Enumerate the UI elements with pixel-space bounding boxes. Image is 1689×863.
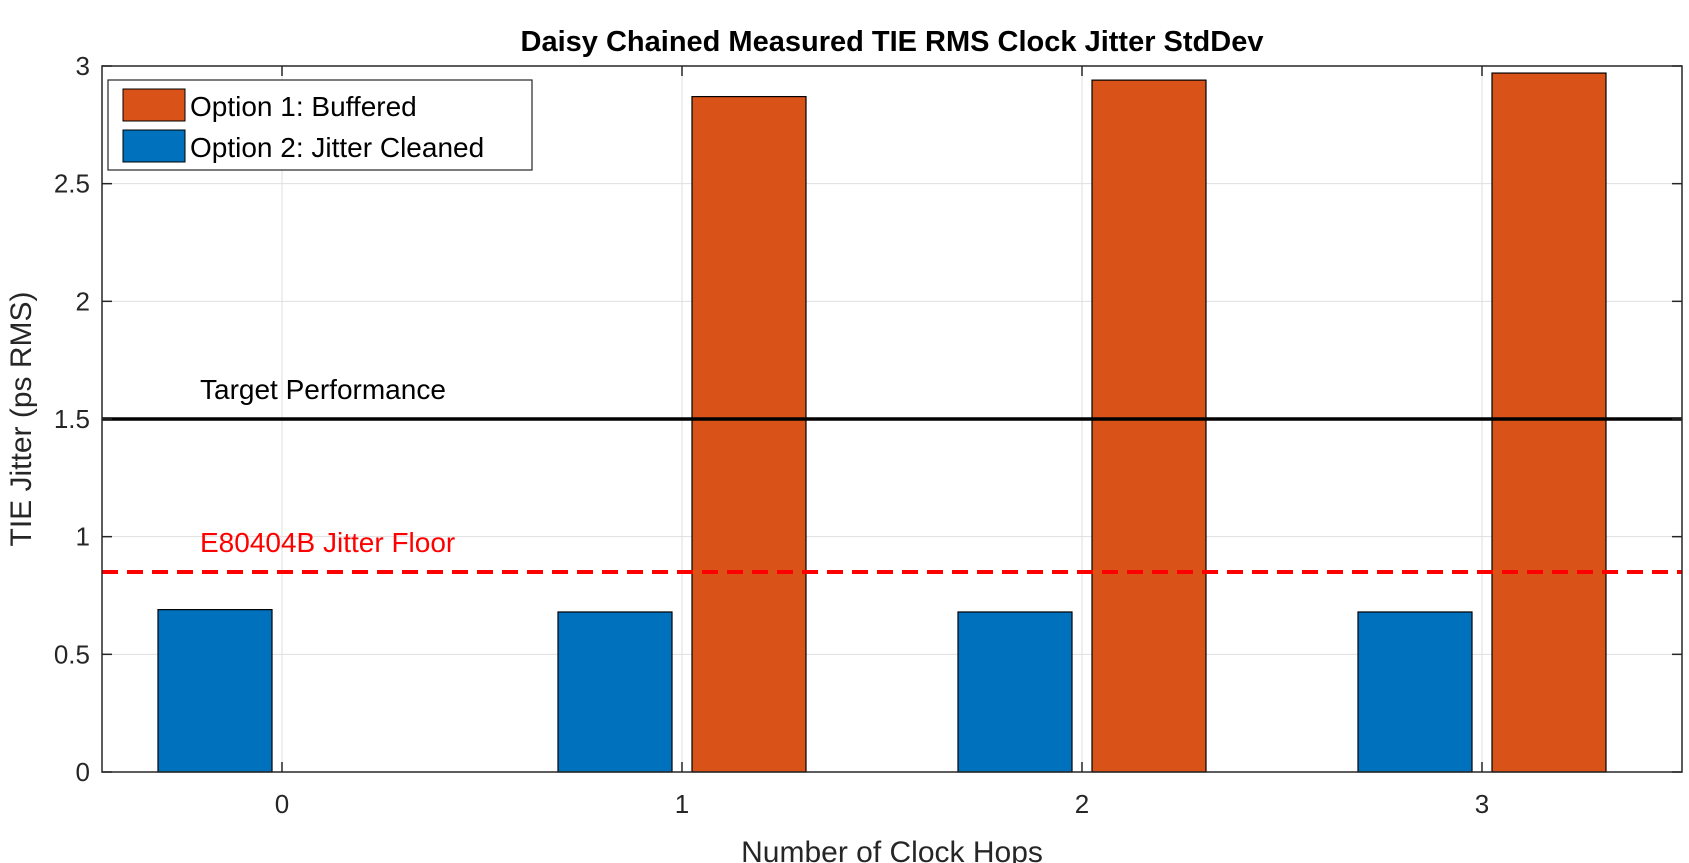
reference-line-label: Target Performance bbox=[200, 374, 446, 405]
legend-label: Option 2: Jitter Cleaned bbox=[190, 132, 484, 163]
x-axis-title: Number of Clock Hops bbox=[741, 836, 1043, 863]
bar bbox=[557, 611, 673, 773]
legend-swatch bbox=[122, 129, 186, 163]
legend-label: Option 1: Buffered bbox=[190, 91, 417, 122]
x-tick-label: 3 bbox=[1475, 789, 1489, 819]
reference-line-label: E80404B Jitter Floor bbox=[200, 527, 455, 558]
y-tick-label: 1 bbox=[76, 522, 90, 552]
bar bbox=[1357, 611, 1473, 773]
bar bbox=[1491, 72, 1607, 773]
bar bbox=[157, 609, 273, 773]
bar bbox=[691, 95, 807, 773]
y-tick-label: 1.5 bbox=[54, 404, 90, 434]
y-tick-label: 2 bbox=[76, 286, 90, 316]
chart-title: Daisy Chained Measured TIE RMS Clock Jit… bbox=[521, 26, 1264, 58]
y-tick-label: 0 bbox=[76, 757, 90, 787]
legend: Option 1: Buffered Option 2: Jitter Clean… bbox=[107, 79, 533, 171]
bar bbox=[1091, 79, 1207, 773]
legend-swatch bbox=[122, 88, 186, 122]
x-tick-label: 2 bbox=[1075, 789, 1089, 819]
bar-layer bbox=[157, 72, 1607, 773]
reference-lines bbox=[102, 417, 1682, 574]
bar bbox=[957, 611, 1073, 773]
y-tick-label: 2.5 bbox=[54, 169, 90, 199]
x-tick-label: 1 bbox=[675, 789, 689, 819]
annotations: Target Performance E80404B Jitter Floor bbox=[200, 374, 455, 558]
x-tick-label: 0 bbox=[275, 789, 289, 819]
tick-layer: 0 0.5 1 1.5 2 2.5 3 0 1 2 3 bbox=[54, 51, 1682, 819]
y-axis-title: TIE Jitter (ps RMS) bbox=[5, 291, 38, 546]
y-tick-label: 3 bbox=[76, 51, 90, 81]
y-tick-label: 0.5 bbox=[54, 639, 90, 669]
